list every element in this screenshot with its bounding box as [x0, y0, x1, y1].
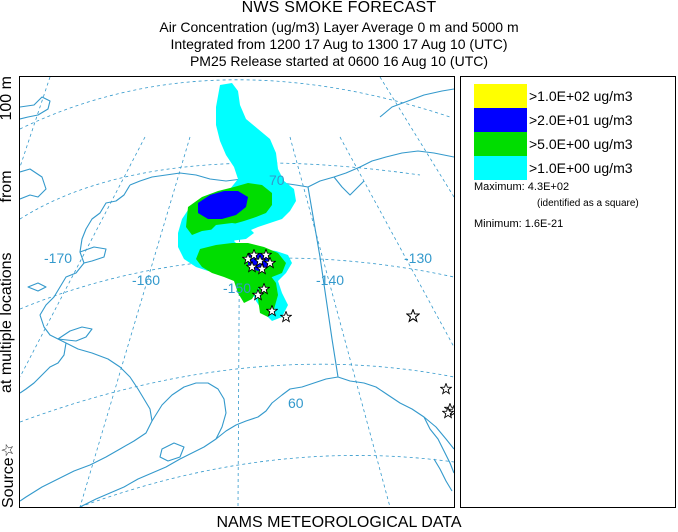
footer-data-source: NAMS METEOROLOGICAL DATA — [216, 514, 462, 531]
legend-maximum-note: (identified as a square) — [537, 198, 639, 209]
map-svg: -170 -160 -150 -140 -130 70 60 — [20, 77, 454, 507]
coast-kotzebue — [79, 246, 107, 264]
lon-line-140 — [289, 136, 391, 507]
subtitle-concentration: Air Concentration (ug/m3) Layer Average … — [159, 19, 519, 35]
side-label-locations: at multiple locations — [0, 252, 15, 393]
lon-line-130 — [339, 136, 454, 348]
lat-label-60: 60 — [288, 395, 304, 411]
coast-alaska-west — [20, 184, 131, 394]
lon-line-180 — [20, 77, 51, 168]
latitude-gridlines — [20, 79, 454, 507]
legend-panel: >1.0E+02 ug/m3 >2.0E+01 ug/m3 >5.0E+00 u… — [460, 76, 676, 508]
lon-label-150: -150 — [223, 280, 251, 296]
coast-southcentral — [79, 376, 339, 507]
coast-canada-arctic — [307, 150, 454, 188]
side-label-height: 100 m — [0, 76, 15, 121]
coast-gulf-of-alaska — [337, 376, 454, 450]
coast-kodiak — [159, 442, 185, 462]
lon-line-160 — [79, 136, 191, 507]
plume-cyan-inner — [208, 223, 254, 241]
legend-label-cyan: >1.0E+00 ug/m3 — [529, 160, 633, 176]
map-panel: -170 -160 -150 -140 -130 70 60 — [19, 76, 455, 508]
lat-arc-60 — [20, 363, 454, 423]
map-title: NWS SMOKE FORECAST — [241, 0, 437, 16]
lon-label-160: -160 — [132, 272, 160, 288]
coast-bristol-bay — [20, 342, 153, 502]
legend-label-yellow: >1.0E+02 ug/m3 — [529, 88, 633, 104]
coast-mackenzie — [333, 176, 365, 196]
legend-minimum: Minimum: 1.6E-21 — [474, 218, 564, 230]
lat-arc-55 — [79, 455, 454, 507]
lon-line-170 — [20, 136, 146, 378]
source-side-label: Source☆ at multiple locations from 100 m — [0, 76, 18, 508]
legend-swatch-green — [474, 132, 527, 156]
coast-panhandle-islands — [433, 458, 453, 492]
legend-label-green: >5.0E+00 ug/m3 — [529, 136, 633, 152]
legend-item-cyan: >1.0E+00 ug/m3 — [474, 156, 674, 180]
side-label-source: Source☆ — [0, 442, 17, 508]
alaska-canada-border — [307, 186, 339, 378]
lon-label-130: -130 — [404, 250, 432, 266]
legend-item-yellow: >1.0E+02 ug/m3 — [474, 84, 674, 108]
coast-panhandle — [423, 416, 454, 474]
coast-cook-inlet — [151, 382, 227, 440]
lat-arc-75 — [20, 79, 451, 130]
source-star-icon: ☆ — [0, 442, 17, 458]
lon-label-170: -170 — [44, 250, 72, 266]
legend-swatch-blue — [474, 108, 527, 132]
lat-label-70: 70 — [269, 172, 285, 188]
legend-label-blue: >2.0E+01 ug/m3 — [529, 112, 633, 128]
legend-maximum: Maximum: 4.3E+02 — [474, 181, 570, 193]
coast-norton-sound — [57, 326, 93, 342]
legend-swatch-cyan — [474, 156, 527, 180]
side-label-from: from — [0, 170, 15, 203]
lat-arc-70 — [20, 162, 421, 220]
grid-labels: -170 -160 -150 -140 -130 70 60 — [44, 172, 432, 411]
coast-siberia — [20, 96, 51, 120]
subtitle-release: PM25 Release started at 0600 16 Aug 10 (… — [189, 53, 489, 69]
coast-st-lawrence — [27, 282, 47, 292]
lon-label-140: -140 — [316, 272, 344, 288]
subtitle-integration: Integrated from 1200 17 Aug to 1300 17 A… — [170, 36, 508, 52]
coastlines — [20, 88, 454, 507]
plume-blue-main — [198, 191, 248, 219]
lon-line-120 — [379, 77, 454, 198]
legend-item-blue: >2.0E+01 ug/m3 — [474, 108, 674, 132]
coast-chukotka — [20, 168, 47, 200]
legend-item-green: >5.0E+00 ug/m3 — [474, 132, 674, 156]
legend-swatch-yellow — [474, 84, 527, 108]
coast-arctic-islands — [379, 88, 454, 118]
